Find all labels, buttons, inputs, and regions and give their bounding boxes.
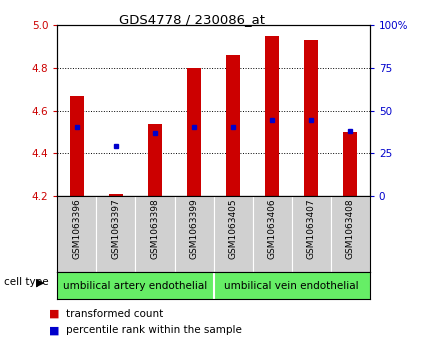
Bar (148, 123, 162, 196)
Text: GSM1063397: GSM1063397 (111, 198, 120, 259)
Bar (187, 68, 201, 196)
Bar (136, 196, 175, 272)
Text: GSM1063399: GSM1063399 (190, 198, 198, 259)
Text: GSM1063408: GSM1063408 (346, 198, 355, 259)
Text: GSM1063398: GSM1063398 (150, 198, 159, 259)
Bar (226, 55, 240, 196)
Text: GSM1063396: GSM1063396 (72, 198, 82, 259)
Text: GSM1063407: GSM1063407 (307, 198, 316, 259)
Text: ■: ■ (49, 309, 60, 319)
Text: percentile rank within the sample: percentile rank within the sample (66, 325, 242, 335)
Text: cell type: cell type (4, 277, 49, 287)
Bar (70, 96, 84, 196)
Text: umbilical artery endothelial: umbilical artery endothelial (63, 281, 207, 291)
Bar (292, 196, 331, 272)
Text: umbilical vein endothelial: umbilical vein endothelial (224, 281, 359, 291)
Text: GDS4778 / 230086_at: GDS4778 / 230086_at (119, 13, 265, 26)
Text: ▶: ▶ (36, 277, 45, 287)
Bar (331, 196, 370, 272)
Text: transformed count: transformed count (66, 309, 163, 319)
Bar (343, 132, 357, 196)
Bar (252, 196, 292, 272)
Bar (109, 194, 123, 196)
Bar (213, 196, 252, 272)
Text: GSM1063405: GSM1063405 (229, 198, 238, 259)
Bar (96, 196, 136, 272)
Text: ■: ■ (49, 325, 60, 335)
Bar (265, 36, 279, 196)
Text: GSM1063406: GSM1063406 (268, 198, 277, 259)
Bar (304, 40, 318, 196)
Bar (57, 196, 96, 272)
Bar (175, 196, 213, 272)
